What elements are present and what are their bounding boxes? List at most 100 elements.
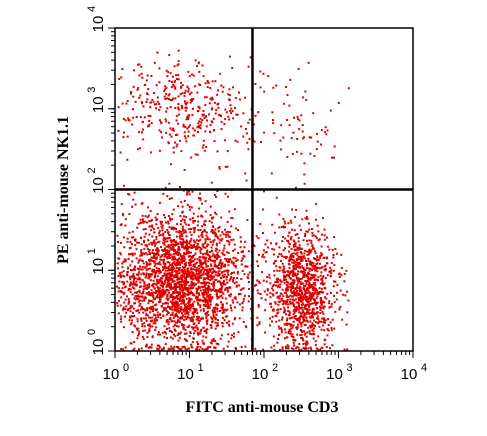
data-point <box>207 291 209 294</box>
data-point <box>125 102 128 105</box>
data-point <box>300 337 303 339</box>
data-point <box>280 331 283 334</box>
data-point <box>205 146 208 148</box>
data-point <box>247 281 250 283</box>
data-point <box>229 295 232 298</box>
data-point <box>220 239 223 242</box>
data-point <box>145 269 148 272</box>
data-point <box>160 271 163 274</box>
data-point <box>177 320 179 323</box>
data-point <box>264 309 267 312</box>
data-point <box>178 297 180 300</box>
data-point <box>170 135 173 138</box>
data-point <box>138 332 140 335</box>
data-point <box>298 320 301 322</box>
data-point <box>181 284 184 286</box>
data-point <box>212 288 215 291</box>
data-point <box>196 153 199 156</box>
data-point <box>204 246 207 249</box>
data-point <box>268 317 271 320</box>
data-point <box>194 241 197 244</box>
data-point <box>187 273 190 276</box>
data-point <box>244 345 247 348</box>
data-point <box>205 316 208 319</box>
data-point <box>292 252 295 255</box>
data-point <box>259 141 262 143</box>
data-point <box>142 105 145 108</box>
data-point <box>209 87 212 89</box>
data-point <box>141 306 143 309</box>
data-point <box>181 314 184 317</box>
data-point <box>211 339 214 342</box>
data-point <box>293 274 296 277</box>
data-point <box>213 309 216 312</box>
data-point <box>123 184 125 187</box>
data-point <box>119 304 122 307</box>
data-point <box>207 286 210 289</box>
data-point <box>215 248 218 251</box>
data-point <box>183 281 186 284</box>
data-point <box>302 276 304 279</box>
data-point <box>123 301 126 304</box>
data-point <box>170 275 173 278</box>
data-point <box>315 259 318 262</box>
data-point <box>155 326 158 329</box>
data-point <box>301 309 304 312</box>
data-point <box>214 228 217 231</box>
data-point <box>204 312 207 315</box>
data-point <box>317 258 320 261</box>
data-point <box>196 302 199 304</box>
data-point <box>268 276 271 279</box>
data-point <box>242 297 245 300</box>
data-point <box>299 288 302 291</box>
data-point <box>149 325 152 328</box>
data-point <box>170 288 173 291</box>
data-point <box>159 300 162 303</box>
data-point <box>199 246 202 249</box>
data-point <box>138 131 141 134</box>
data-point <box>299 300 302 303</box>
data-point <box>144 232 147 235</box>
data-point <box>227 273 230 276</box>
data-point <box>209 124 212 127</box>
data-point <box>226 289 229 292</box>
data-point <box>205 332 208 335</box>
data-point <box>160 223 163 226</box>
data-point <box>191 244 194 247</box>
data-point <box>303 271 306 274</box>
data-point <box>216 251 219 254</box>
data-point <box>121 68 124 71</box>
data-point <box>312 285 315 288</box>
data-point <box>254 114 257 117</box>
data-point <box>276 269 279 272</box>
data-point <box>137 294 140 297</box>
data-point <box>134 100 137 103</box>
data-point <box>210 324 213 327</box>
data-point <box>188 287 191 290</box>
data-point <box>177 339 180 342</box>
data-point <box>179 186 181 188</box>
data-point <box>275 84 278 87</box>
data-point <box>158 229 161 232</box>
data-point <box>176 310 179 313</box>
data-point <box>210 342 213 345</box>
data-point <box>302 239 305 242</box>
data-point <box>314 287 317 290</box>
data-point <box>163 267 166 270</box>
data-point <box>192 219 195 222</box>
data-point <box>159 289 162 292</box>
data-point <box>240 259 243 262</box>
data-point <box>158 292 161 295</box>
data-point <box>171 80 173 83</box>
data-point <box>284 322 287 325</box>
data-point <box>155 290 158 292</box>
data-point <box>231 299 234 302</box>
data-point <box>206 301 209 304</box>
data-point <box>145 345 148 348</box>
data-point <box>168 286 171 288</box>
data-point <box>191 317 194 320</box>
data-point <box>192 245 195 248</box>
data-point <box>305 98 308 101</box>
data-point <box>172 146 175 149</box>
data-point <box>157 296 160 299</box>
